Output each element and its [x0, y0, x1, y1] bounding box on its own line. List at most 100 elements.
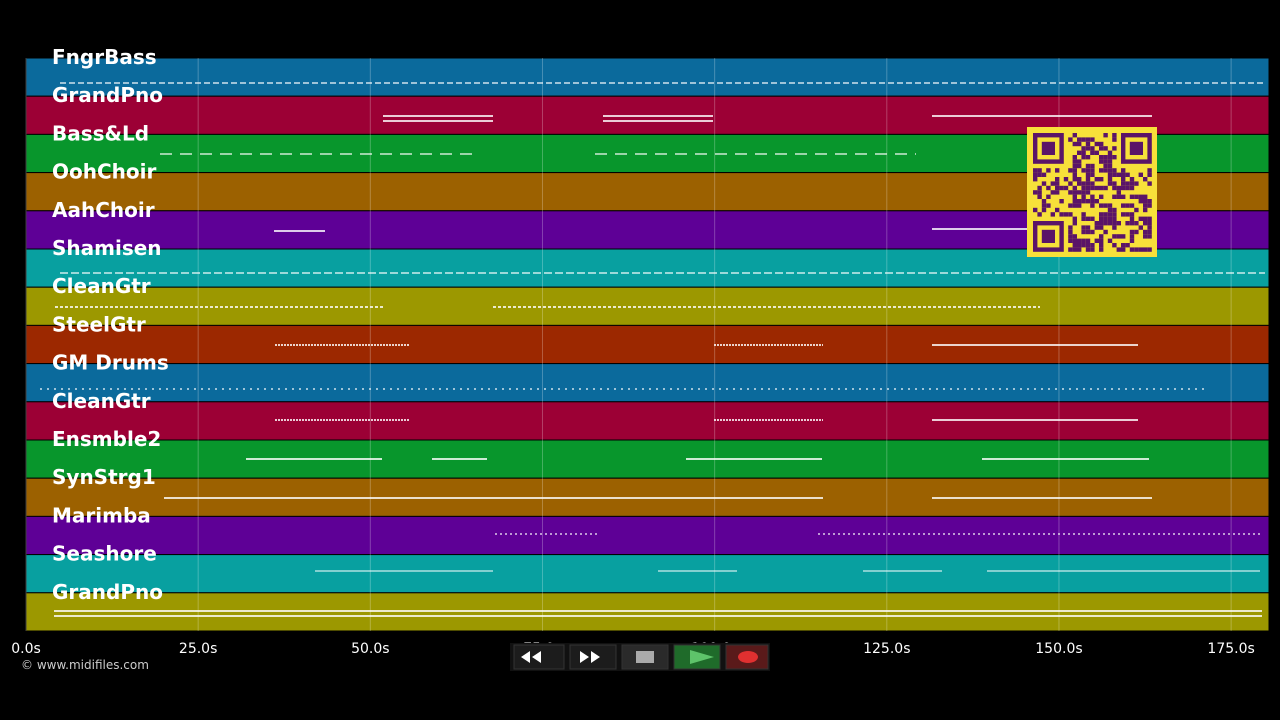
qr-module	[1050, 190, 1055, 195]
qr-module	[1090, 199, 1095, 204]
qr-module	[1134, 181, 1139, 186]
qr-module	[1072, 190, 1077, 195]
qr-module	[1143, 207, 1148, 213]
qr-module	[1072, 172, 1077, 177]
time-tick-label: 25.0s	[179, 641, 217, 657]
qr-module	[1121, 168, 1126, 173]
qr-module	[1112, 146, 1117, 151]
record-button[interactable]	[725, 644, 769, 670]
qr-module	[1046, 203, 1051, 208]
qr-module	[1072, 247, 1077, 252]
qr-module	[1134, 221, 1139, 226]
qr-module	[1125, 243, 1130, 248]
qr-module	[1072, 141, 1077, 147]
qr-module	[1085, 216, 1091, 221]
qr-module	[1107, 168, 1113, 173]
qr-module	[1068, 238, 1073, 243]
qr-finder	[1041, 141, 1055, 155]
qr-module	[1068, 203, 1073, 208]
qr-module	[1033, 207, 1038, 213]
qr-module	[1116, 190, 1121, 195]
qr-module	[1129, 221, 1135, 226]
qr-module	[1072, 159, 1077, 164]
qr-module	[1072, 221, 1077, 226]
qr-module	[1090, 229, 1095, 235]
qr-module	[1068, 181, 1073, 186]
qr-module	[1068, 137, 1073, 142]
qr-module	[1094, 225, 1099, 230]
qr-module	[1077, 181, 1082, 186]
qr-module	[1081, 137, 1086, 142]
qr-module	[1125, 185, 1130, 191]
qr-module	[1046, 194, 1051, 199]
qr-module	[1033, 168, 1038, 173]
rewind-button[interactable]	[513, 644, 565, 670]
qr-module	[1107, 163, 1113, 169]
qr-module	[1090, 137, 1095, 142]
qr-module	[1103, 229, 1108, 235]
qr-module	[1037, 212, 1042, 217]
qr-module	[1099, 141, 1104, 147]
qr-module	[1085, 185, 1091, 191]
qr-module	[1134, 194, 1139, 199]
qr-module	[1112, 155, 1117, 160]
qr-module	[1081, 185, 1086, 191]
qr-module	[1112, 137, 1117, 142]
qr-module	[1090, 203, 1095, 208]
qr-module	[1129, 229, 1135, 235]
qr-module	[1125, 221, 1130, 226]
track-label: OohChoir	[52, 160, 156, 184]
qr-module	[1099, 225, 1104, 230]
qr-module	[1068, 168, 1073, 173]
qr-module	[1033, 172, 1038, 177]
qr-module	[1094, 177, 1099, 182]
qr-module	[1147, 234, 1152, 239]
qr-module	[1041, 181, 1047, 186]
qr-module	[1072, 216, 1077, 221]
qr-module	[1138, 172, 1143, 177]
qr-module	[1129, 247, 1135, 252]
qr-module	[1143, 203, 1148, 208]
qr-module	[1072, 238, 1077, 243]
notes	[40, 82, 1265, 617]
qr-module	[1081, 194, 1086, 199]
track-label: SteelGtr	[52, 312, 146, 336]
qr-module	[1085, 181, 1091, 186]
qr-module	[1147, 172, 1152, 177]
qr-module	[1121, 194, 1126, 199]
qr-module	[1129, 185, 1135, 191]
qr-module	[1116, 221, 1121, 226]
qr-module	[1143, 199, 1148, 204]
qr-module	[1077, 203, 1082, 208]
qr-module	[1046, 185, 1051, 191]
track-label: Ensmble2	[52, 427, 161, 451]
track-row	[25, 363, 1270, 403]
time-tick-label: 125.0s	[863, 641, 910, 657]
play-button[interactable]	[673, 644, 721, 670]
qr-module	[1081, 229, 1086, 235]
qr-module	[1085, 137, 1091, 142]
fast-forward-button[interactable]	[569, 644, 617, 670]
qr-module	[1129, 177, 1135, 182]
stop-button[interactable]	[621, 644, 669, 670]
qr-module	[1112, 133, 1117, 138]
qr-module	[1121, 177, 1126, 182]
qr-module	[1112, 234, 1117, 239]
qr-module	[1099, 177, 1104, 182]
qr-module	[1055, 207, 1060, 213]
qr-module	[1072, 234, 1077, 239]
qr-module	[1085, 247, 1091, 252]
qr-module	[1085, 155, 1091, 160]
qr-module	[1055, 168, 1060, 173]
qr-module	[1041, 207, 1047, 213]
qr-module	[1103, 159, 1108, 164]
qr-module	[1107, 150, 1113, 155]
qr-module	[1116, 194, 1121, 199]
qr-module	[1143, 194, 1148, 199]
qr-module	[1099, 212, 1104, 217]
qr-module	[1077, 163, 1082, 169]
qr-module	[1068, 247, 1073, 252]
qr-module	[1121, 234, 1126, 239]
track-label: GM Drums	[52, 351, 169, 375]
qr-module	[1112, 221, 1117, 226]
